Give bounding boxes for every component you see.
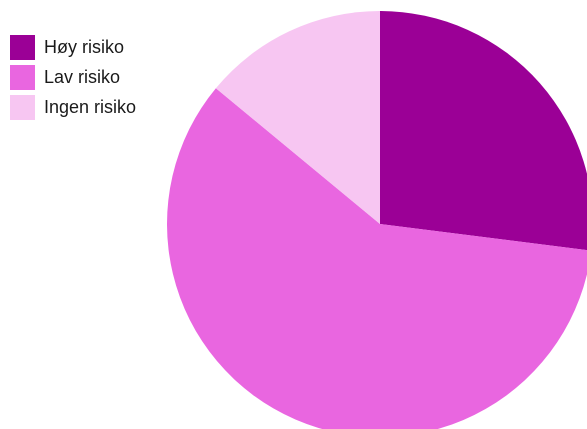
legend-label-ingen-risiko: Ingen risiko xyxy=(44,96,137,117)
legend-label-hoy-risiko: Høy risiko xyxy=(44,36,124,57)
legend-item-hoy-risiko: Høy risiko xyxy=(10,34,136,60)
pie-slice-ingen-risiko xyxy=(215,11,380,224)
legend-swatch-lav-risiko xyxy=(10,64,35,90)
pie-slice-hoy-risiko xyxy=(380,11,587,251)
legend-item-lav-risiko: Lav risiko xyxy=(10,64,136,90)
legend-swatch-hoy-risiko xyxy=(10,34,35,60)
legend-swatch-ingen-risiko xyxy=(10,94,35,120)
legend-label-lav-risiko: Lav risiko xyxy=(44,66,121,87)
legend-item-ingen-risiko: Ingen risiko xyxy=(10,94,136,120)
legend: Høy risiko Lav risiko Ingen risiko xyxy=(10,34,136,124)
pie-slice-lav-risiko xyxy=(167,88,587,429)
